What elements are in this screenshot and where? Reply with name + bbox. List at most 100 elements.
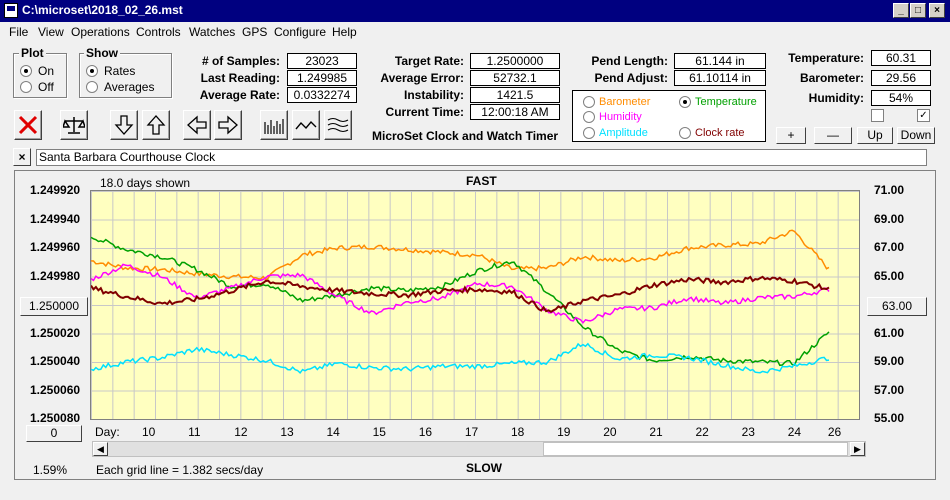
legend-clock-rate-radio[interactable]	[679, 127, 691, 139]
x-tick: 26	[827, 425, 842, 439]
temperature-field: 60.31	[871, 50, 931, 66]
left-y-tick: 1.250060	[30, 382, 81, 397]
pend-length-field[interactable]: 61.144 in	[674, 53, 766, 69]
legend-barometer-radio[interactable]	[583, 96, 595, 108]
window-title: C:\microset\2018_02_26.mst	[22, 3, 183, 17]
percent-label: 1.59%	[33, 463, 68, 477]
x-tick: 15	[372, 425, 386, 439]
x-tick: 18	[511, 425, 525, 439]
menu-configure[interactable]: Configure	[274, 25, 327, 39]
plus-button[interactable]: +	[776, 127, 806, 144]
series-line-clock-rate	[90, 275, 830, 313]
plot-on-radio[interactable]	[20, 65, 32, 77]
target-rate-field[interactable]: 1.2500000	[470, 53, 560, 69]
right-y-tick: 65.00	[874, 268, 905, 283]
maximize-button[interactable]: □	[910, 3, 926, 18]
scroll-left-button[interactable]	[183, 110, 211, 140]
bars-icon	[264, 119, 284, 134]
average-error-label: Average Error:	[380, 71, 464, 85]
legend-temperature-label: Temperature	[695, 96, 757, 108]
left-y-tick: 1.250080	[30, 411, 81, 425]
humidity-label: Humidity:	[808, 91, 864, 105]
scroll-right-button[interactable]	[214, 110, 242, 140]
scroll-thumb[interactable]	[543, 442, 848, 456]
option-checkbox-1[interactable]	[871, 109, 884, 122]
current-time-field: 12:00:18 AM	[470, 104, 560, 120]
stop-button[interactable]	[14, 110, 42, 140]
fast-label: FAST	[466, 174, 497, 188]
bottom-left-button[interactable]: 0	[26, 425, 82, 442]
x-tick: 10	[142, 425, 156, 439]
option-checkbox-2[interactable]: ✓	[917, 109, 930, 122]
plot-off-radio[interactable]	[20, 81, 32, 93]
legend-temperature-radio[interactable]	[679, 96, 691, 108]
multi-view-button[interactable]	[324, 110, 352, 140]
days-shown-label: 18.0 days shown	[100, 176, 191, 190]
menu-file[interactable]: File	[9, 25, 29, 39]
right-y-tick: 57.00	[874, 382, 905, 397]
legend-amplitude-radio[interactable]	[583, 127, 595, 139]
scroll-down-button[interactable]	[110, 110, 138, 140]
stop-icon	[18, 115, 38, 135]
menu-gps[interactable]: GPS	[242, 25, 268, 39]
show-rates-radio[interactable]	[86, 65, 98, 77]
app-caption: MicroSet Clock and Watch Timer	[372, 129, 559, 143]
last-reading-label: Last Reading:	[200, 71, 280, 85]
close-window-button[interactable]: ×	[929, 3, 945, 18]
average-rate-field: 0.0332274	[287, 87, 357, 103]
arrow-left-icon	[187, 115, 207, 135]
minus-button[interactable]: —	[814, 127, 852, 144]
bar-view-button[interactable]	[260, 110, 288, 140]
x-tick: 13	[280, 425, 294, 439]
show-averages-label: Averages	[104, 80, 155, 94]
clear-clock-button[interactable]: ×	[13, 148, 31, 166]
up-button[interactable]: Up	[857, 127, 893, 144]
right-y-tick: 55.00	[874, 411, 905, 425]
x-tick: 24	[787, 425, 802, 439]
barometer-label: Barometer:	[799, 71, 864, 85]
samples-field: 23023	[287, 53, 357, 69]
average-error-field: 52732.1 min/day	[470, 70, 560, 99]
series-line-temperature	[90, 236, 830, 367]
last-reading-field: 1.249985	[287, 70, 357, 86]
menu-operations[interactable]: Operations	[71, 25, 130, 39]
show-averages-radio[interactable]	[86, 81, 98, 93]
horizontal-scrollbar[interactable]: ◀ ▶	[92, 441, 866, 457]
right-y-tick: 61.00	[874, 325, 905, 340]
x-tick: 14	[326, 425, 340, 439]
pend-adjust-field[interactable]: 61.10114 in	[674, 70, 766, 86]
legend-amplitude-label: Amplitude	[599, 127, 648, 139]
instability-label: Instability:	[403, 88, 464, 102]
pend-length-label: Pend Length:	[591, 54, 668, 68]
chart-panel	[14, 170, 936, 480]
menu-controls[interactable]: Controls	[136, 25, 181, 39]
x-tick: 12	[234, 425, 248, 439]
clock-name-field[interactable]: Santa Barbara Courthouse Clock	[36, 149, 927, 166]
series-line-amplitude	[90, 342, 830, 375]
scroll-up-button[interactable]	[142, 110, 170, 140]
right-center-button[interactable]: 63.00	[867, 297, 927, 316]
down-button[interactable]: Down	[897, 127, 935, 144]
scale-icon	[63, 117, 85, 134]
menu-help[interactable]: Help	[332, 25, 357, 39]
scroll-right-arrow-icon[interactable]: ▶	[850, 442, 865, 456]
series-legend: Barometer Temperature Humidity Amplitude…	[572, 90, 766, 142]
right-y-tick: 71.00	[874, 183, 905, 197]
balance-button[interactable]	[60, 110, 88, 140]
show-group-title: Show	[84, 46, 120, 60]
menu-view[interactable]: View	[38, 25, 64, 39]
plot-group-title: Plot	[19, 46, 46, 60]
scroll-left-arrow-icon[interactable]: ◀	[93, 442, 108, 456]
chart-svg	[90, 191, 860, 420]
barometer-field: 29.56	[871, 70, 931, 86]
app-icon[interactable]	[4, 3, 18, 18]
temperature-label: Temperature:	[788, 51, 864, 65]
minimize-button[interactable]: _	[893, 3, 909, 18]
line-view-button[interactable]	[292, 110, 320, 140]
x-tick: 22	[695, 425, 709, 439]
legend-humidity-radio[interactable]	[583, 111, 595, 123]
left-center-button[interactable]: 1.250000	[20, 297, 88, 316]
x-tick: 20	[603, 425, 617, 439]
menu-bar: File View Operations Controls Watches GP…	[0, 22, 950, 42]
menu-watches[interactable]: Watches	[189, 25, 236, 39]
